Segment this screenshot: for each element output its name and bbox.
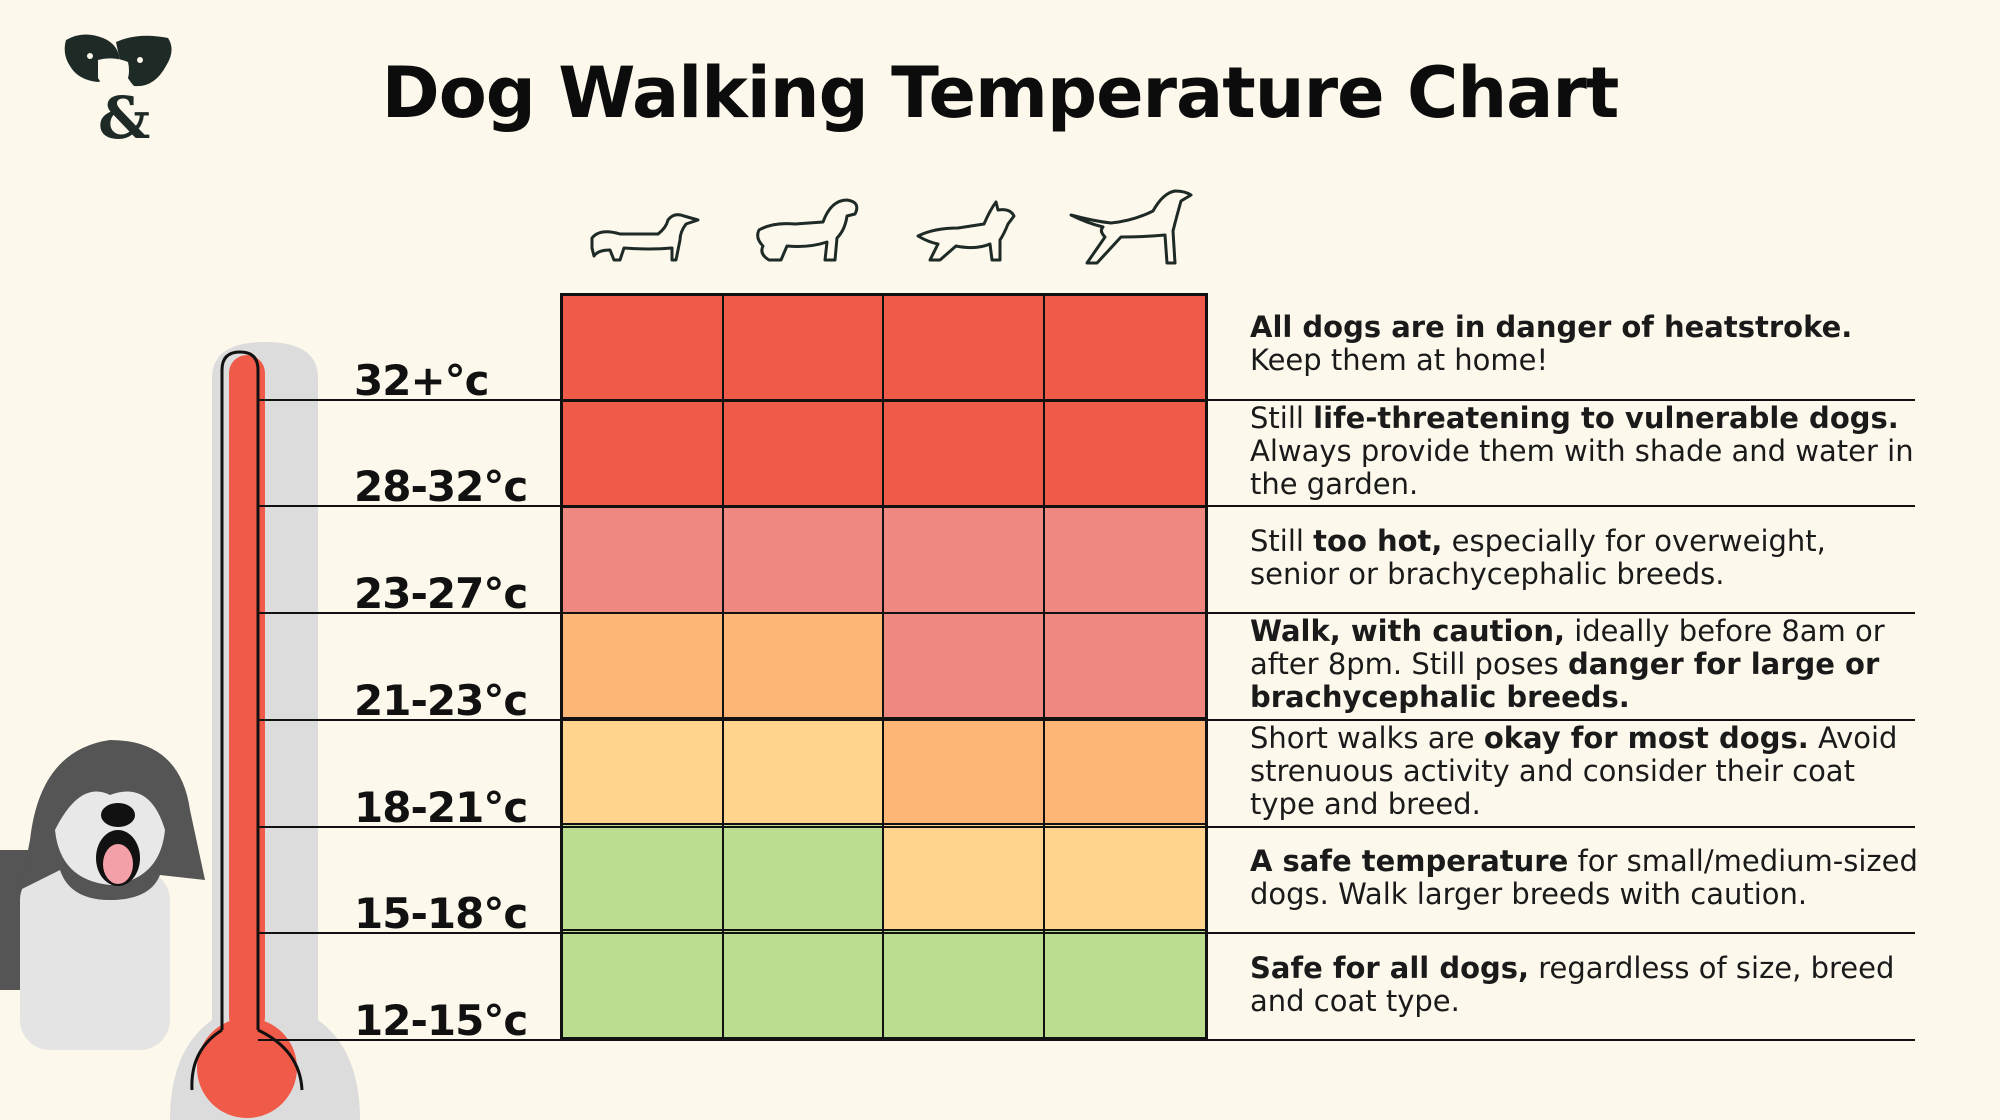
row-divider [258,932,1915,935]
row-divider [258,718,1915,721]
description-text: Short walks are [1250,720,1484,755]
risk-cell-pink [723,507,884,614]
temperature-label: 12-15°c [354,995,528,1045]
risk-cell-yellow [884,825,1045,932]
description-text: for small/medium-sized dogs. Walk larger… [1250,843,1918,911]
description-text: especially for overweight, senior or bra… [1250,523,1826,591]
description-text: ideally before 8am or after 8pm. Still p… [1250,613,1885,681]
row-description: Safe for all dogs, regardless of size, b… [1250,950,1920,1018]
description-bold-text: Safe for all dogs, [1250,950,1530,985]
risk-cell-red [1044,296,1205,402]
description-text: Still [1250,523,1314,558]
risk-cell-green [563,825,724,932]
risk-cell-yellow [723,719,884,826]
row-description: Still life-threatening to vulnerable dog… [1250,400,1920,501]
row-description: All dogs are in danger of heatstroke. Kee… [1250,311,1920,377]
bulldog-icon [916,200,1016,262]
risk-cell-orange [1044,719,1205,826]
spaniel-icon [756,198,859,262]
row-divider [258,612,1915,615]
risk-cell-pink [884,507,1045,614]
risk-cell-pink [1044,613,1205,720]
risk-cell-red [723,401,884,508]
thermometer-icon [170,342,360,1120]
risk-cell-green [723,825,884,932]
row-divider [258,825,1915,828]
temperature-label: 18-21°c [354,782,528,832]
temperature-label: 23-27°c [354,569,528,619]
risk-cell-pink [884,613,1045,720]
risk-cell-green [884,931,1045,1037]
risk-cell-green [563,931,724,1037]
risk-grid [560,293,1208,1040]
row-description: Still too hot, especially for overweight… [1250,523,1920,591]
dog-logo-icon: & [64,34,172,142]
risk-cell-orange [884,719,1045,826]
description-text: Still [1250,400,1314,435]
description-bold-text: Walk, with caution, [1250,613,1565,648]
sheepdog-illustration-icon [0,740,205,1050]
risk-cell-red [884,401,1045,508]
row-divider [258,398,1915,401]
description-bold-text: A safe temperature [1250,843,1569,878]
risk-cell-orange [563,613,724,720]
description-text: Avoid strenuous activity and consider th… [1250,720,1898,821]
temperature-label: 28-32°c [354,462,528,512]
risk-cell-yellow [563,719,724,826]
risk-cell-green [723,931,884,1037]
description-bold-text: too hot, [1313,523,1443,558]
description-bold-text: life-threatening to vulnerable dogs. [1313,400,1899,435]
risk-cell-red [563,401,724,508]
description-bold-text: All dogs are in danger of heatstroke. [1250,310,1853,345]
temperature-label: 21-23°c [354,675,528,725]
risk-cell-pink [563,507,724,614]
risk-cell-red [1044,401,1205,508]
risk-cell-red [884,296,1045,402]
description-text: Always provide them with shade and water… [1250,433,1914,501]
temperature-label: 15-18°c [354,889,528,939]
pointer-icon [1069,189,1193,265]
page-title: Dog Walking Temperature Chart [381,52,1620,134]
risk-cell-orange [723,613,884,720]
risk-cell-green [1044,931,1205,1037]
temperature-label: 32+°c [354,355,490,405]
row-description: Short walks are okay for most dogs. Avoi… [1250,720,1920,821]
row-divider [258,505,1915,508]
description-bold-text: okay for most dogs. [1483,720,1809,755]
row-description: A safe temperature for small/medium-size… [1250,843,1920,911]
risk-cell-red [563,296,724,402]
svg-text:&: & [98,84,150,142]
row-description: Walk, with caution, ideally before 8am o… [1250,613,1920,714]
description-text: regardless of size, breed and coat type. [1250,950,1895,1018]
risk-cell-red [723,296,884,402]
description-text: Keep them at home! [1250,343,1549,378]
description-bold-text: danger for large or brachycephalic breed… [1250,646,1880,714]
dachshund-icon [590,213,700,262]
risk-cell-yellow [1044,825,1205,932]
risk-cell-pink [1044,507,1205,614]
row-divider [258,1038,1915,1041]
